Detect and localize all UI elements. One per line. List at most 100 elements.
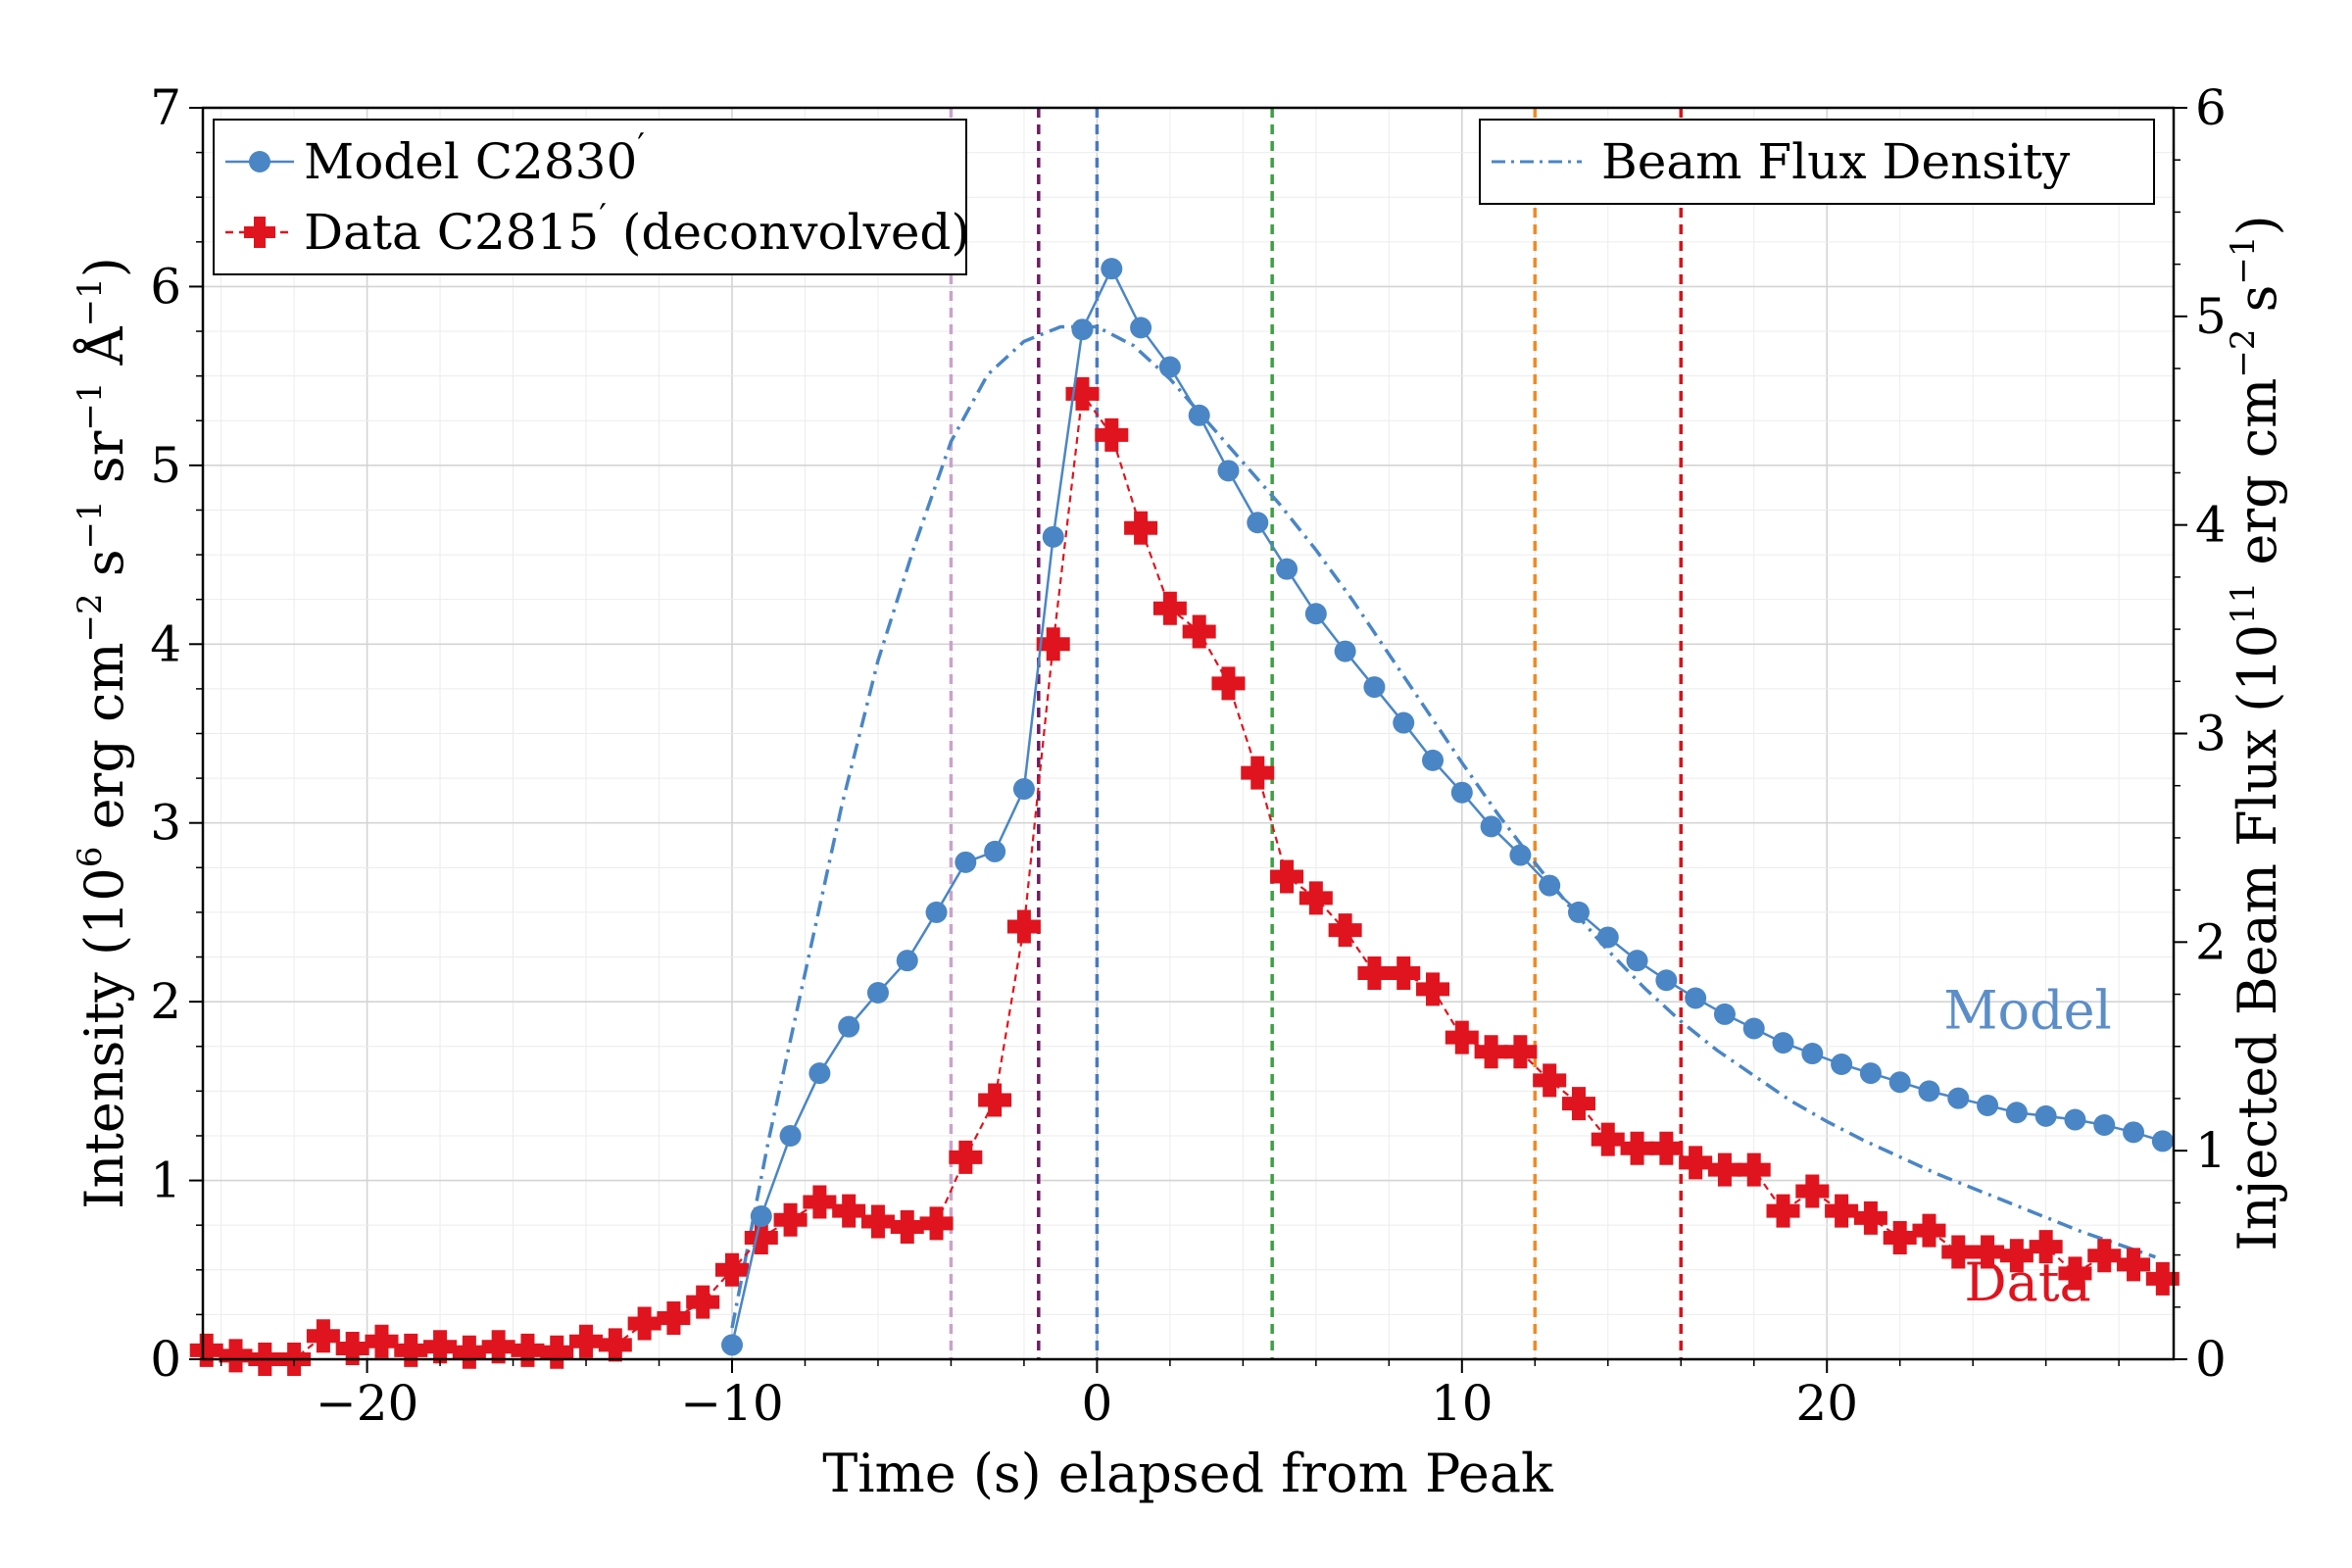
x-tick-label: 20	[1795, 1375, 1858, 1432]
annotation-data: Data	[1964, 1251, 2090, 1313]
data-point	[1124, 511, 1158, 545]
data-point	[1503, 1035, 1538, 1069]
model-point	[1772, 1032, 1794, 1054]
data-point	[423, 1330, 458, 1364]
data-point	[1095, 417, 1129, 452]
data-point	[452, 1335, 486, 1369]
legend-right-box	[1479, 119, 2155, 205]
data-point	[2029, 1230, 2063, 1264]
data-point	[335, 1332, 369, 1366]
model-point	[896, 950, 918, 972]
model-point	[1509, 844, 1532, 866]
model-point	[1626, 950, 1648, 972]
y-right-tick-label: 0	[2195, 1331, 2227, 1388]
model-point	[1480, 815, 1502, 838]
legend-model-marker	[249, 151, 270, 172]
y-left-tick-label: 3	[150, 795, 181, 852]
data-point	[657, 1301, 691, 1336]
legend-model-label: Model C2830′	[304, 126, 645, 190]
data-point	[1766, 1194, 1800, 1228]
model-point	[1888, 1071, 1911, 1094]
data-point	[714, 1252, 749, 1287]
data-point	[1737, 1152, 1771, 1187]
y-axis-right-title: Injected Beam Flux (1011 erg cm−2 s−1)	[2224, 215, 2288, 1250]
model-point	[866, 982, 889, 1004]
legend-left: Model C2830′ Data C2815′ (deconvolved)	[213, 119, 970, 275]
data-point	[890, 1210, 924, 1245]
model-point	[1977, 1094, 1999, 1116]
model-point	[984, 840, 1006, 862]
model-line	[730, 266, 2164, 1346]
model-point	[955, 851, 977, 873]
model-point	[1101, 258, 1123, 280]
y-left-tick-label: 1	[150, 1152, 181, 1209]
model-point	[1188, 404, 1210, 426]
model-point	[1742, 1017, 1765, 1040]
data-point	[1679, 1146, 1713, 1180]
data-point	[2145, 1261, 2180, 1296]
model-point	[1334, 640, 1356, 662]
data-point	[1912, 1213, 1946, 1248]
model-point	[720, 1334, 743, 1356]
series	[189, 258, 2180, 1376]
data-point	[2058, 1256, 2092, 1291]
x-tick-label: −10	[680, 1375, 784, 1432]
data-point	[511, 1333, 545, 1367]
model-point	[2093, 1114, 2116, 1137]
y-right-tick-label: 5	[2195, 288, 2227, 345]
data-point	[1152, 591, 1187, 625]
x-tick-label: 10	[1431, 1375, 1494, 1432]
model-point	[1567, 901, 1590, 923]
data-point	[1445, 1020, 1479, 1054]
y-left-tick-label: 6	[150, 258, 181, 315]
model-point	[1071, 318, 1094, 341]
data-point	[1065, 376, 1100, 411]
data-point	[1241, 756, 1275, 790]
data-point	[1211, 666, 1246, 701]
y-left-tick-label: 7	[150, 79, 181, 136]
data-point	[1036, 627, 1070, 662]
data-point	[219, 1339, 253, 1373]
model-point	[1276, 558, 1298, 580]
y-right-tick-label: 3	[2195, 706, 2227, 762]
data-point	[1591, 1122, 1625, 1156]
annotation-model: Model	[1943, 980, 2112, 1042]
model-point	[808, 1062, 831, 1085]
data-point	[1357, 956, 1392, 990]
beam-flux-line	[730, 324, 2156, 1329]
model-point	[1393, 711, 1415, 734]
data-point	[1328, 913, 1362, 948]
x-tick-label: −20	[316, 1375, 419, 1432]
data-point	[598, 1328, 632, 1362]
data-point	[1971, 1235, 2005, 1269]
model-point	[1918, 1080, 1940, 1102]
data-point	[860, 1204, 895, 1239]
grid	[203, 107, 2174, 1360]
model-point	[1450, 781, 1473, 804]
y-right-tick-label: 4	[2195, 497, 2227, 554]
data-point	[1533, 1063, 1567, 1098]
data-point	[1620, 1131, 1654, 1165]
model-point	[925, 901, 948, 923]
y-right-tick-label: 6	[2195, 79, 2227, 136]
legend-left-box	[213, 119, 967, 275]
model-point	[1539, 874, 1561, 897]
data-point	[306, 1319, 340, 1353]
model-point	[2064, 1108, 2086, 1131]
data-point	[481, 1330, 515, 1364]
y-left-tick-label: 0	[150, 1331, 181, 1388]
data-point	[1649, 1131, 1684, 1165]
legend-data-marker	[244, 217, 275, 248]
data-point	[1883, 1220, 1917, 1254]
data-point	[2087, 1239, 2122, 1273]
data-point	[773, 1202, 808, 1237]
data-point	[1853, 1200, 1887, 1235]
data-point	[832, 1194, 866, 1228]
model-point	[1685, 987, 1707, 1009]
x-tick-label: 0	[1081, 1375, 1112, 1432]
data-point	[1707, 1152, 1741, 1187]
model-point	[1947, 1087, 1970, 1109]
model-point	[1831, 1053, 1853, 1075]
model-point	[1859, 1062, 1882, 1085]
